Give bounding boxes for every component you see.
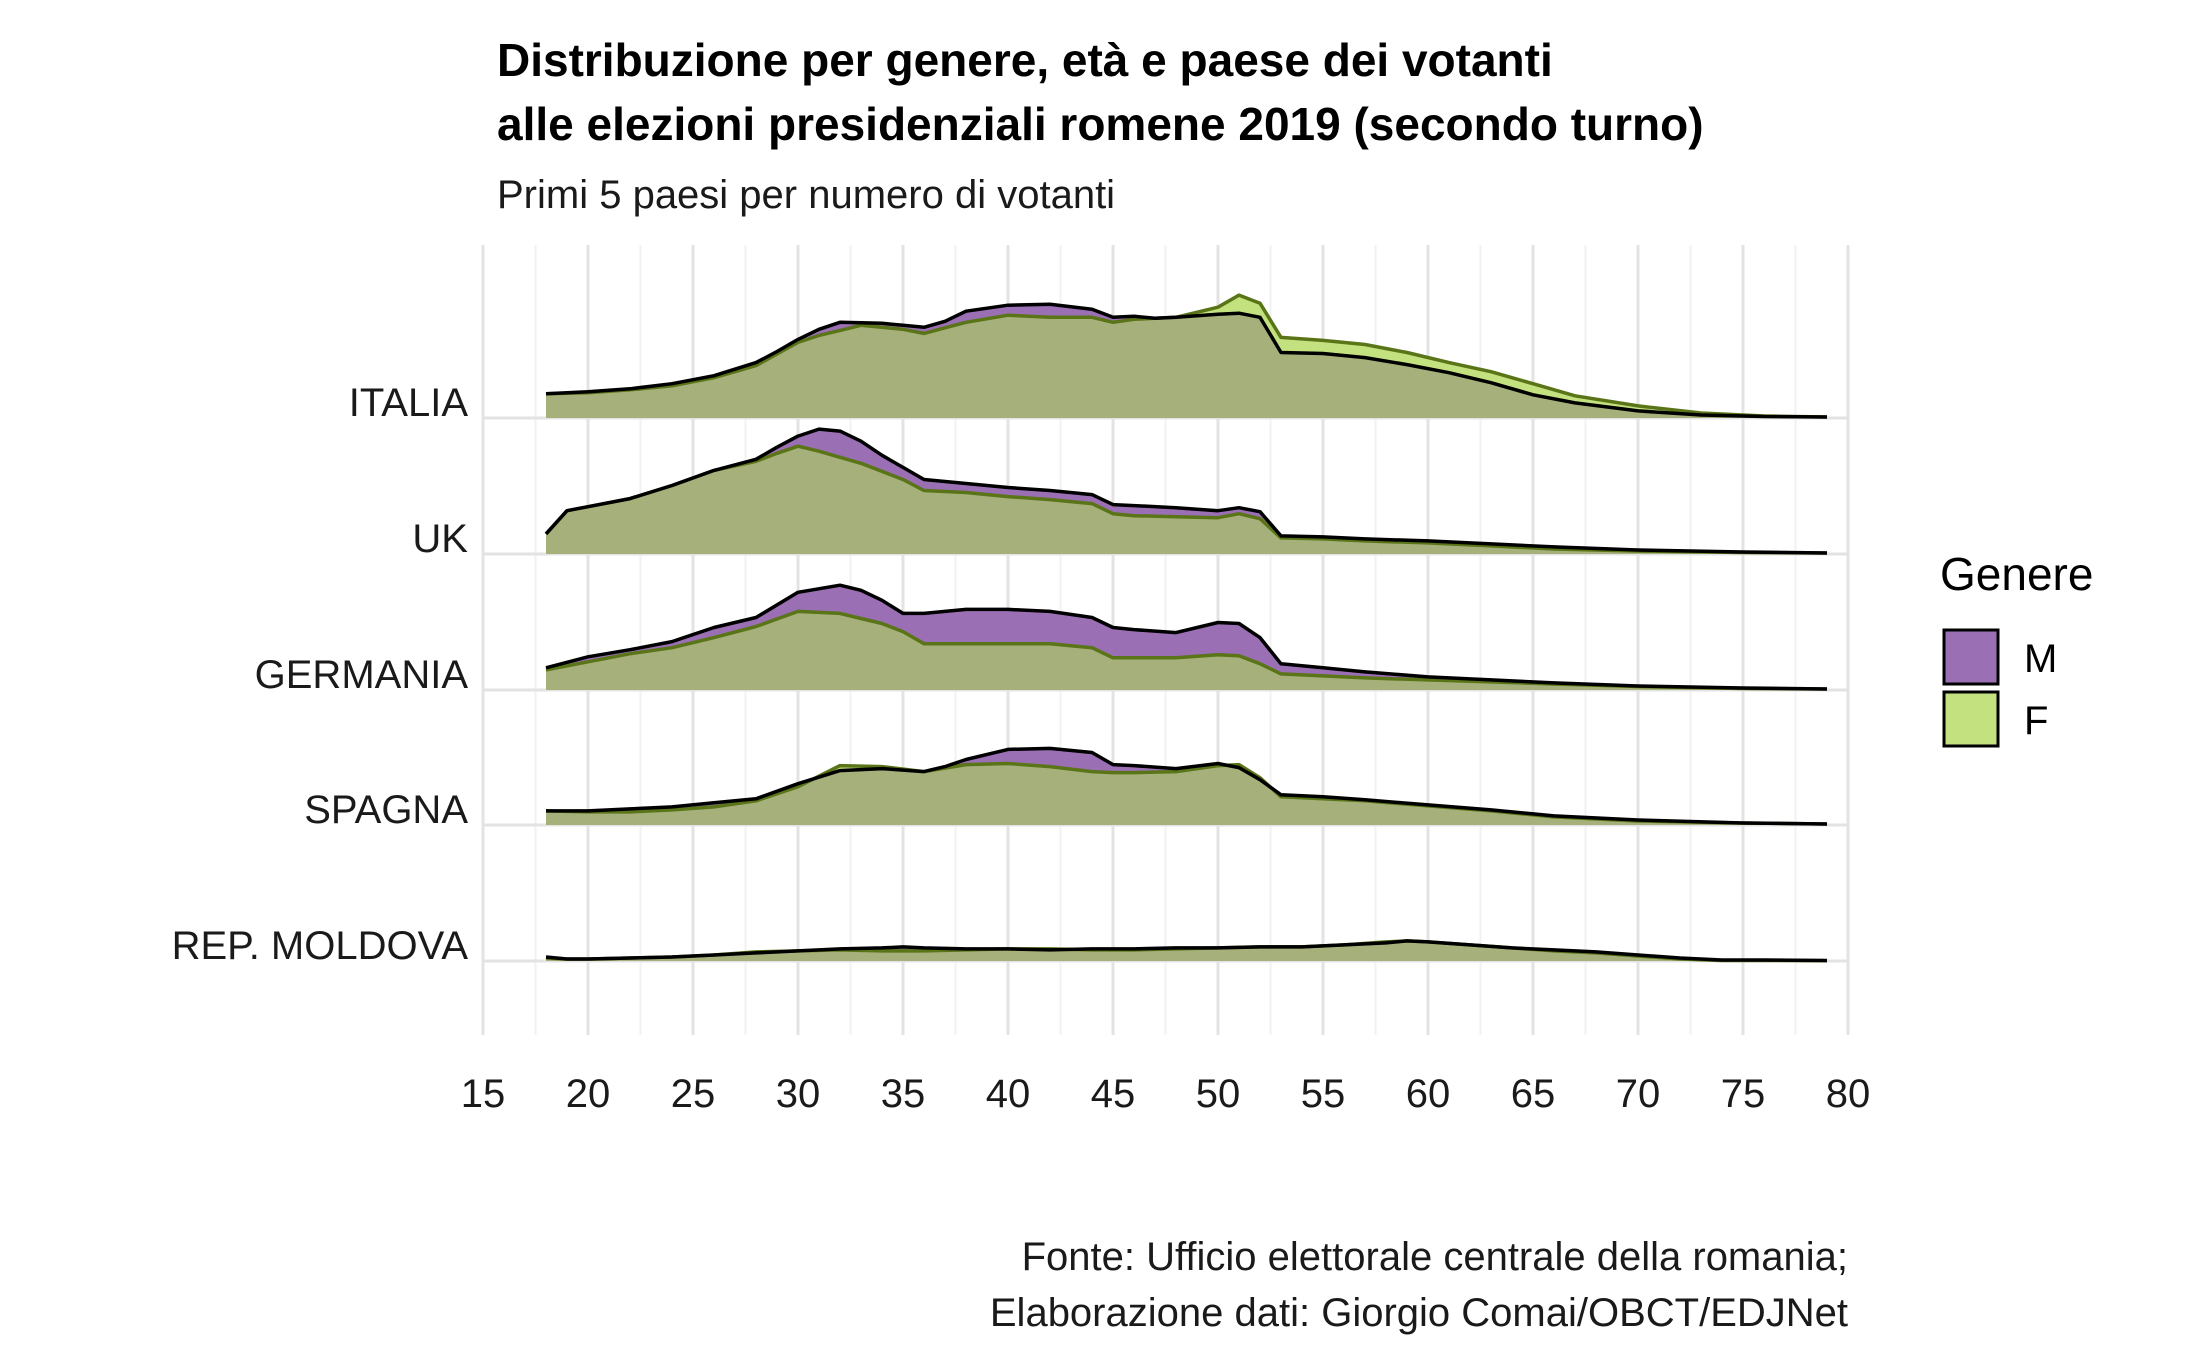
legend-label-m: M [2024, 637, 2057, 681]
line-m-1 [544, 427, 1828, 555]
x-tick-10: 65 [1511, 1072, 1556, 1116]
legend-swatch-m [1942, 628, 2000, 686]
line-m-3 [546, 746, 1828, 826]
x-tick-7: 50 [1196, 1072, 1241, 1116]
x-tick-4: 35 [881, 1072, 926, 1116]
area-overlap-1 [546, 446, 1827, 554]
area-overlap-2 [546, 611, 1827, 690]
chart-title-line-1: Distribuzione per genere, età e paese de… [497, 34, 1553, 86]
line-m-4 [545, 939, 1828, 963]
legend-label-f: F [2024, 699, 2048, 743]
legend-swatch-f [1942, 690, 2000, 748]
chart-subtitle: Primi 5 paesi per numero di votanti [497, 173, 1115, 217]
ridge-germania [545, 583, 1828, 691]
x-tick-8: 55 [1301, 1072, 1346, 1116]
caption-line-2: Elaborazione dati: Giorgio Comai/OBCT/ED… [990, 1291, 1848, 1335]
x-tick-0: 15 [461, 1072, 506, 1116]
ridges [544, 293, 1828, 963]
line-f-0 [545, 293, 1828, 419]
ridge-rep-moldova [545, 939, 1828, 963]
area-overlap-3 [546, 763, 1827, 825]
y-label-2: GERMANIA [255, 653, 469, 697]
x-tick-12: 75 [1721, 1072, 1766, 1116]
line-m-0 [545, 302, 1828, 419]
x-tick-11: 70 [1616, 1072, 1661, 1116]
legend-title: Genere [1940, 548, 2093, 600]
y-label-1: UK [412, 517, 468, 561]
y-label-3: SPAGNA [304, 788, 468, 832]
chart-title-line-2: alle elezioni presidenziali romene 2019 … [497, 98, 1704, 150]
ridge-spagna [545, 746, 1828, 826]
x-tick-3: 30 [776, 1072, 821, 1116]
x-tick-2: 25 [671, 1072, 716, 1116]
area-overlap-4 [546, 940, 1827, 961]
ridge-italia [545, 293, 1828, 419]
caption-line-1: Fonte: Ufficio elettorale centrale della… [1022, 1235, 1848, 1279]
area-overlap-0 [546, 313, 1827, 418]
x-axis-ticks: 15 20 25 30 35 40 45 50 55 60 65 70 75 80 [461, 1072, 1871, 1116]
legend: Genere M F [1940, 548, 2093, 748]
ridge-uk [544, 427, 1828, 555]
y-axis-labels: ITALIA UK GERMANIA SPAGNA REP. MOLDOVA [172, 381, 469, 968]
y-label-0: ITALIA [349, 381, 469, 425]
line-m-2 [545, 583, 1828, 691]
x-tick-9: 60 [1406, 1072, 1451, 1116]
x-tick-6: 45 [1091, 1072, 1136, 1116]
line-f-2 [545, 609, 1828, 691]
x-tick-5: 40 [986, 1072, 1031, 1116]
x-tick-13: 80 [1826, 1072, 1871, 1116]
y-label-4: REP. MOLDOVA [172, 924, 469, 968]
x-tick-1: 20 [566, 1072, 611, 1116]
